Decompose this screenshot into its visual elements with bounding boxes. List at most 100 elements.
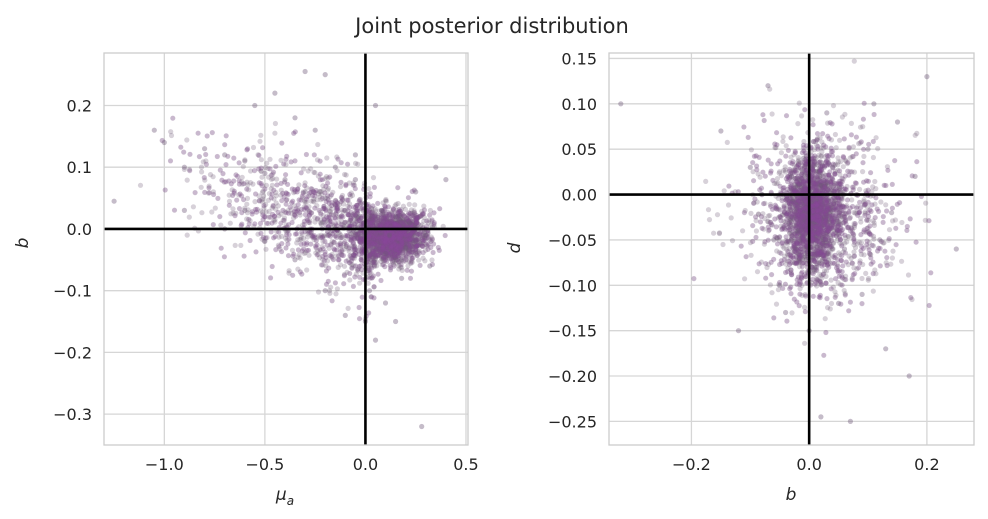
scatter-point [296,197,302,203]
scatter-point [244,186,250,192]
scatter-point [370,242,376,248]
scatter-point [395,253,401,259]
scatter-point [382,214,388,220]
scatter-point [404,238,410,244]
scatter-point [348,223,355,229]
scatter-point [437,206,443,212]
scatter-point [347,271,353,276]
scatter-point [353,212,358,218]
scatter-point [199,210,205,216]
scatter-point [383,241,389,247]
scatter-point [378,239,384,245]
scatter-point [383,221,389,227]
scatter-point [392,223,398,229]
scatter-point [355,235,361,241]
scatter-point [394,257,400,263]
scatter-point [405,218,411,224]
scatter-point [344,197,350,203]
scatter-point [384,249,390,255]
scatter-point [367,275,373,281]
scatter-point [420,238,426,244]
scatter-point [360,213,366,219]
scatter-point [393,235,399,241]
scatter-point [372,250,378,256]
scatter-point [366,253,372,259]
scatter-point [377,223,383,229]
scatter-point [170,115,176,121]
scatter-point [383,221,390,227]
scatter-point [431,222,437,227]
scatter-point [382,239,388,245]
scatter-point [358,215,364,221]
scatter-point [389,244,395,250]
scatter-point [388,250,394,256]
scatter-point [390,249,396,255]
scatter-point [384,215,390,221]
scatter-point [388,265,394,271]
scatter-point [352,274,358,280]
scatter-point [111,198,117,204]
scatter-point [221,254,227,260]
scatter-point [258,181,264,187]
scatter-point [223,133,229,139]
scatter-point [291,130,297,136]
scatter-point [230,206,236,212]
scatter-point [221,179,227,185]
scatter-point [352,186,358,192]
scatter-point [384,245,390,251]
scatter-point [239,210,245,216]
scatter-point [369,219,375,226]
scatter-point [354,267,361,273]
scatter-point [267,166,273,172]
scatter-point [395,243,401,249]
scatter-point [328,233,333,239]
scatter-point [399,241,405,247]
scatter-point [374,235,380,241]
scatter-point [333,280,338,286]
scatter-point [375,236,381,242]
scatter-point [358,234,364,240]
scatter-point [279,140,285,146]
scatter-point [370,175,377,181]
scatter-point [349,265,355,271]
scatter-point [416,250,422,256]
scatter-point [348,216,354,222]
scatter-point [199,169,205,175]
scatter-point [358,257,364,263]
scatter-point [195,130,201,136]
scatter-point [411,223,417,229]
scatter-point [379,234,385,240]
scatter-point [353,160,359,166]
x-tick-label: 0.5 [453,455,478,474]
scatter-point [299,229,305,235]
scatter-point [378,212,384,218]
scatter-point [326,214,332,220]
scatter-point [396,206,402,213]
scatter-point [382,300,389,306]
scatter-point [393,246,399,252]
scatter-point [397,250,403,256]
scatter-point [329,200,335,206]
scatter-point [388,230,394,236]
scatter-point [366,242,372,248]
scatter-point [318,211,324,217]
scatter-point [415,242,421,248]
scatter-point [291,187,298,193]
scatter-point [415,231,421,237]
scatter-point [405,219,412,225]
scatter-point [398,230,404,236]
scatter-point [320,234,326,240]
scatter-point [258,165,264,171]
scatter-point [379,240,385,246]
scatter-point [381,238,387,244]
scatter-point [399,243,405,249]
scatter-point [413,220,420,226]
scatter-point [372,248,378,254]
scatter-point [344,197,350,203]
scatter-point [371,284,377,290]
scatter-point [373,239,379,245]
scatter-point [366,233,372,239]
scatter-point [284,191,290,197]
scatter-point [356,305,362,310]
scatter-point [283,201,289,207]
